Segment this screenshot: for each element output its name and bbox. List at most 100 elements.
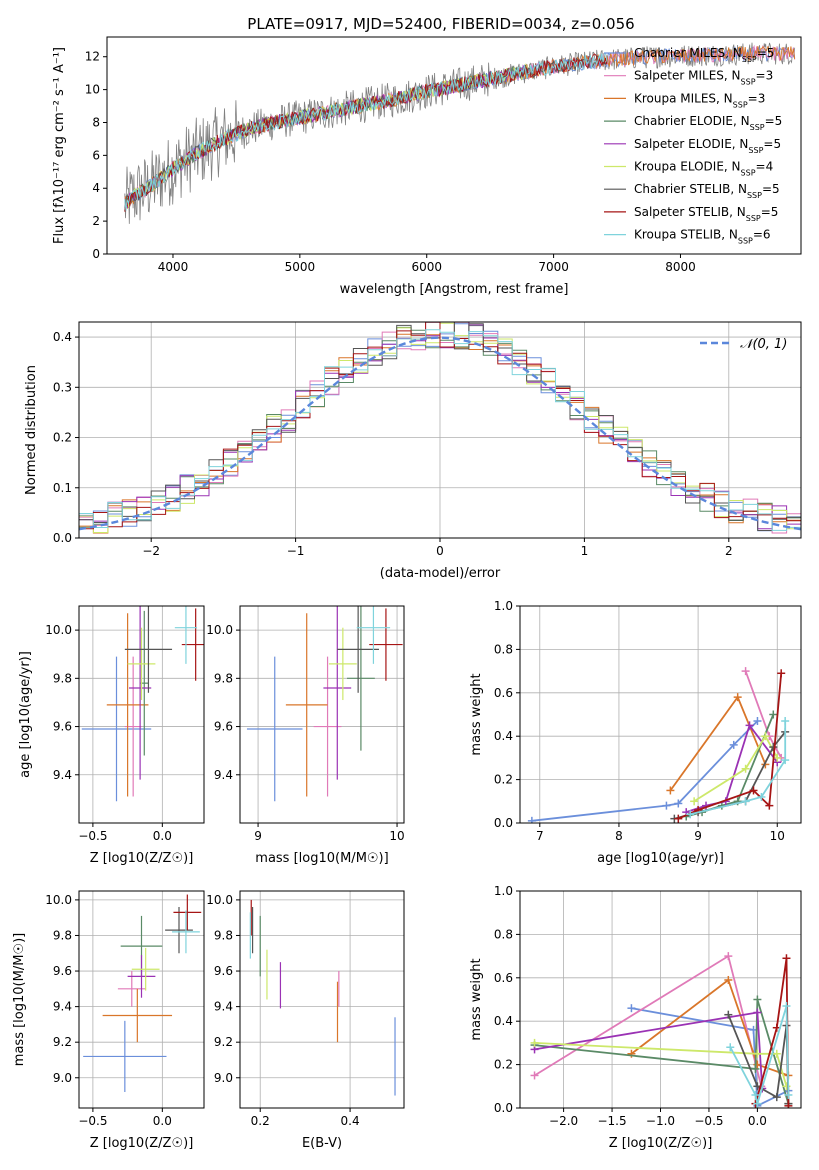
model-spectrum-kroupa-stelib [124, 52, 608, 211]
x-tick-label: 0 [436, 544, 444, 558]
plot-area-age_vs_mass [246, 606, 403, 802]
series-line [534, 1042, 788, 1087]
y-axis-label: Normed distribution [24, 365, 39, 495]
errorbar-kroupa-miles [102, 988, 173, 1043]
x-axis-label: wavelength [Angstrom, rest frame] [340, 282, 569, 297]
errorbar-salpeter-stelib [369, 608, 403, 681]
errorbar-chabrier-elodie [347, 606, 375, 751]
y-tick-label: 9.4 [214, 768, 233, 782]
y-axis-label: mass weight [469, 673, 484, 755]
x-axis-label: E(B-V) [302, 1136, 342, 1151]
y-tick-label: 9.4 [214, 1000, 233, 1014]
y-tick-label: 9.6 [53, 720, 72, 734]
y-tick-label: 9.4 [53, 768, 72, 782]
y-axis-label: age [log10(age/yr)] [18, 651, 33, 778]
errorbar-salpeter-elodie [129, 606, 152, 780]
histogram-kroupa-stelib [79, 329, 801, 531]
legend-label: Salpeter MILES, NSSP=3 [634, 69, 773, 87]
legend-label: Kroupa MILES, NSSP=3 [634, 91, 765, 109]
y-tick-label: 0.4 [53, 330, 72, 344]
y-tick-label: 9.0 [53, 1071, 72, 1085]
errorbar-salpeter-elodie [323, 606, 352, 780]
x-tick-label: 10 [770, 829, 785, 843]
plot-area-mass_vs_Z [83, 894, 202, 1092]
y-tick-label: 0.2 [494, 1058, 513, 1072]
model-spectrum-chabrier-stelib [124, 55, 608, 212]
x-tick-label: −1.0 [646, 1114, 675, 1128]
x-axis-label: age [log10(age/yr)] [597, 851, 724, 866]
y-tick-label: 0 [92, 247, 100, 261]
series-line [630, 978, 789, 1077]
legend-label: Kroupa ELODIE, NSSP=4 [634, 160, 773, 178]
x-tick-label: 0.4 [341, 1114, 360, 1128]
mass-weight-series-kroupa-elodie [530, 1038, 791, 1091]
errorbar-salpeter-stelib [173, 894, 202, 931]
axes-frame [106, 36, 802, 255]
x-axis-label: Z [log10(Z/Z☉)] [609, 1136, 713, 1151]
y-axis-label: Flux [fλ10⁻¹⁷ erg cm⁻² s⁻¹ A⁻¹] [52, 47, 67, 244]
y-tick-label: 1.0 [494, 599, 513, 613]
x-axis-label: (data-model)/error [380, 566, 501, 581]
panel-mass_weight_vs_age: 7 8 9 10 0.0 0.2 0.4 0.6 0.8 1.0 age [log10(age/yr… [469, 599, 802, 866]
x-axis-label: mass [log10(M/M☉)] [255, 851, 388, 866]
y-axis-label: mass weight [469, 958, 484, 1040]
legend-label: Kroupa STELIB, NSSP=6 [634, 228, 771, 246]
x-tick-label: 0.0 [153, 1114, 172, 1128]
errorbar-kroupa-miles [285, 613, 328, 797]
y-tick-label: 0.2 [494, 773, 513, 787]
errorbar-chabrier-miles [83, 1020, 167, 1092]
figure-title: PLATE=0917, MJD=52400, FIBERID=0034, z=0… [247, 15, 634, 33]
y-tick-label: 0.0 [494, 1101, 513, 1115]
y-tick-label: 9.2 [53, 1035, 72, 1049]
x-tick-label: 9 [694, 829, 702, 843]
mass-weight-series-chabrier-miles [527, 717, 762, 823]
legend-label: Salpeter ELODIE, NSSP=5 [634, 137, 781, 155]
y-tick-label: 9.8 [53, 671, 72, 685]
plot-area-spectrum [124, 42, 796, 224]
y-tick-label: 0.3 [53, 380, 72, 394]
y-tick-label: 10.0 [45, 893, 72, 907]
x-tick-label: 0.0 [153, 829, 172, 843]
errorbar-chabrier-stelib [124, 606, 173, 693]
y-tick-label: 10.0 [206, 893, 233, 907]
y-tick-label: 9.0 [214, 1071, 233, 1085]
y-tick-label: 10.0 [45, 623, 72, 637]
axes-frame [239, 890, 405, 1109]
y-tick-label: 9.6 [53, 964, 72, 978]
axes-frame [519, 605, 802, 824]
y-tick-label: 9.8 [53, 928, 72, 942]
panel-age_vs_mass: 9 10 9.4 9.6 9.8 10.0 mass [log10(M/M☉)] [206, 605, 405, 866]
x-tick-label: 2 [725, 544, 733, 558]
x-tick-label: −2 [142, 544, 160, 558]
x-tick-label: 1 [581, 544, 589, 558]
errorbar-kroupa-stelib [172, 910, 200, 954]
panel-mass_vs_EBV: 0.2 0.4 9.0 9.2 9.4 9.6 9.8 10.0 E(B-V) [206, 890, 405, 1151]
y-tick-label: 12 [85, 50, 100, 64]
y-tick-label: 0.2 [53, 431, 72, 445]
errorbar-chabrier-stelib [165, 907, 193, 954]
x-tick-label: −1.5 [597, 1114, 626, 1128]
axes-frame [239, 605, 405, 824]
x-tick-label: 10 [389, 829, 404, 843]
x-tick-label: 4000 [158, 260, 189, 274]
errorbar-kroupa-stelib [356, 606, 391, 664]
x-tick-label: 6000 [411, 260, 442, 274]
spectrum-legend: Chabrier MILES, NSSP=5 Salpeter MILES, NS… [604, 46, 782, 245]
plot-area-residual_histogram [79, 322, 801, 534]
y-tick-label: 9.2 [214, 1035, 233, 1049]
x-tick-label: 7000 [538, 260, 569, 274]
mass-weight-series-kroupa-stelib [726, 1002, 793, 1108]
y-tick-label: 10.0 [206, 623, 233, 637]
panel-residual_histogram: −2 −1 0 1 2 0.0 0.1 0.2 0.3 0.4 (data-model)/error… [24, 321, 802, 581]
x-tick-label: 0.2 [251, 1114, 270, 1128]
y-tick-label: 0.6 [494, 971, 513, 985]
y-tick-label: 9.4 [53, 1000, 72, 1014]
x-tick-label: 9 [254, 829, 262, 843]
y-tick-label: 0.0 [53, 531, 72, 545]
errorbar-kroupa-elodie [127, 627, 156, 701]
y-tick-label: 0.6 [494, 686, 513, 700]
errorbar-chabrier-miles [246, 656, 303, 802]
y-tick-label: 2 [92, 214, 100, 228]
x-axis-label: Z [log10(Z/Z☉)] [90, 1136, 194, 1151]
